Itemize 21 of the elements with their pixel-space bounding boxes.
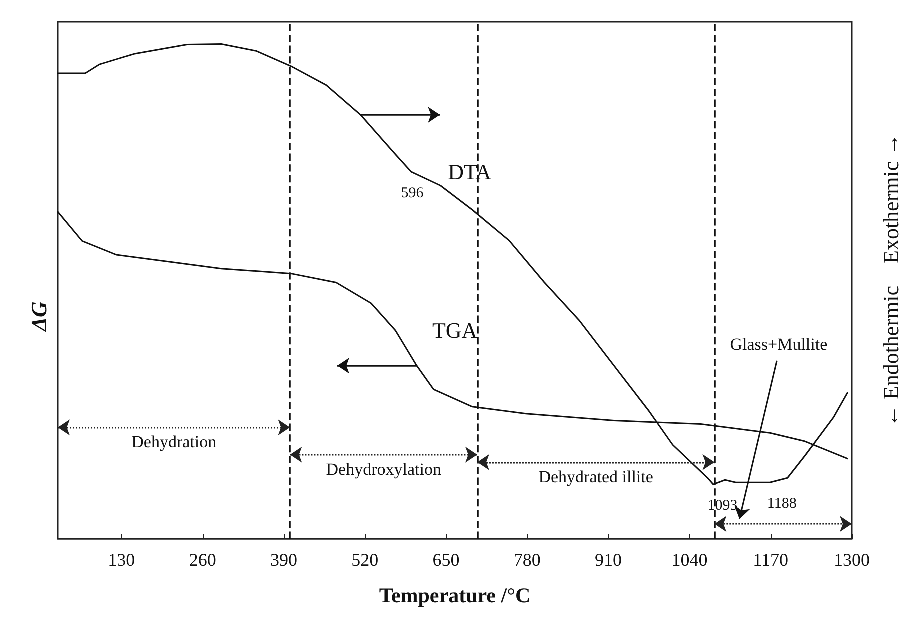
- x-tick-label: 520: [352, 550, 379, 570]
- annotation: Dehydroxylation: [326, 460, 442, 479]
- series-label: TGA: [432, 318, 478, 344]
- annotation: Glass+Mullite: [730, 335, 828, 354]
- y-axis-title: ΔG: [26, 302, 52, 332]
- x-tick-label: 1300: [834, 550, 870, 570]
- x-tick-label: 780: [514, 550, 541, 570]
- annotation: 1188: [767, 496, 797, 512]
- annotation: Dehydration: [132, 432, 218, 452]
- x-tick-label: 1170: [753, 550, 789, 570]
- annotation: 596: [401, 185, 424, 202]
- x-tick-label: 390: [270, 550, 298, 570]
- series-label: DTA: [448, 159, 492, 184]
- x-tick-label: 910: [595, 550, 622, 570]
- x-tick-label: 130: [108, 550, 136, 570]
- y2-axis-title: ← Endothermic Exothermic →: [878, 134, 904, 428]
- x-tick-label: 1040: [672, 550, 708, 570]
- x-axis-title: Temperature /°C: [379, 584, 531, 608]
- annotation: Dehydrated illite: [538, 467, 654, 486]
- x-tick-label: 650: [432, 550, 460, 570]
- x-tick-label: 260: [189, 550, 216, 570]
